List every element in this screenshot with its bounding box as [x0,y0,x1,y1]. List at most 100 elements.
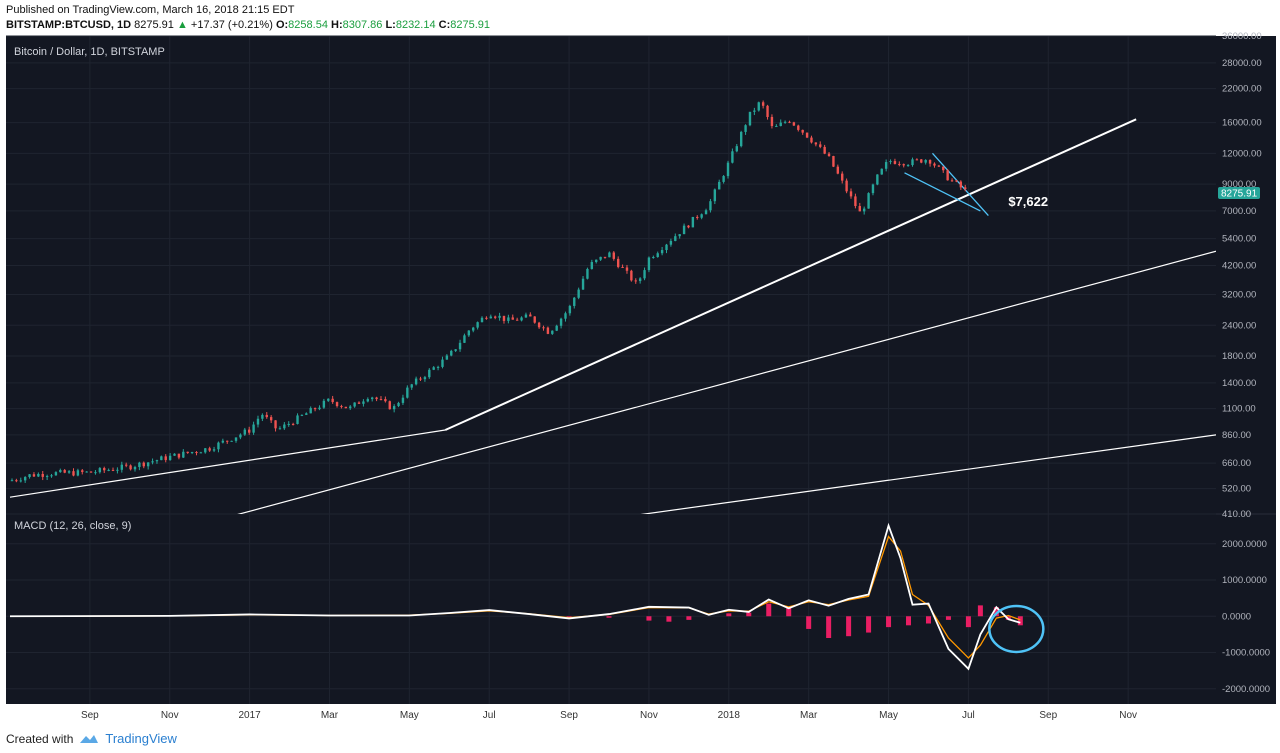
candle-body [599,256,602,260]
candle-body [349,406,352,409]
time-tick-label: 2017 [238,710,261,720]
candle-body [964,187,967,189]
candle-body [212,449,216,451]
candle-body [226,440,229,442]
candle-body [441,359,444,367]
price-tick-label: 520.00 [1222,484,1251,495]
time-tick-label: Sep [81,710,99,720]
candle-body [876,174,879,185]
candle-body [805,132,809,138]
candle-body [472,327,475,331]
candle-body [533,316,536,323]
candle-body [770,116,774,127]
candle-body [414,378,418,385]
price-tick-label: 16000.00 [1222,118,1262,129]
candle-body [173,453,176,456]
candle-body [937,165,941,167]
candle-body [577,289,580,298]
macd-line [9,522,1021,671]
candle-body [928,160,932,164]
candle-body [208,448,211,451]
macd-tick-label: 1000.0000 [1222,575,1267,586]
candle-body [665,244,668,251]
candle-body [893,161,897,164]
trendline [640,434,1216,514]
tradingview-brand[interactable]: TradingView [105,731,177,746]
candle-body [19,480,22,482]
macd-histogram-bar [746,612,752,617]
macd-histogram-bar [1017,616,1023,626]
candle-body [625,267,629,271]
price-tick-label: 5400.00 [1222,234,1256,245]
candle-body [520,317,523,321]
candle-body [419,378,422,380]
candle-body [871,184,875,194]
candle-body [340,406,343,408]
candle-body [744,125,747,132]
macd-histogram-bar [945,616,951,620]
candle-body [116,469,119,471]
chart-canvas[interactable]: 36000.00 28000.00 22000.00 16000.00 12000.00… [0,0,1280,720]
macd-tick-label: -2000.0000 [1222,684,1270,695]
trendline [9,429,446,498]
candle-body [753,110,756,112]
candle-body [120,464,124,470]
candle-body [669,240,673,245]
price-tick-label: 1100.00 [1222,404,1256,415]
candle-body [125,464,128,466]
candle-body [182,451,185,458]
candle-body [792,122,796,126]
candle-body [788,121,791,123]
candle-body [252,424,255,433]
candle-body [731,151,734,163]
candle-body [230,440,233,442]
candle-body [204,448,207,453]
candle-body [551,330,554,334]
macd-histogram-bar [826,616,832,638]
candle-body [568,305,572,314]
candle-body [344,406,348,409]
price-tick-label: 9000.00 [1222,179,1256,190]
candle-body [370,397,374,400]
candle-body [529,314,532,317]
candle-body [722,176,725,182]
candle-body [713,189,717,202]
candle-body [111,469,115,471]
candle-body [186,451,189,453]
candle-body [327,398,330,401]
candle-body [274,420,277,429]
macd-histogram-bar [646,616,652,621]
candle-body [704,210,708,215]
price-tick-label: 860.00 [1222,430,1251,441]
candle-body [489,316,492,319]
candle-body [718,181,721,190]
change-value: +17.37 (+0.21%) [190,19,273,31]
candle-body [687,225,690,228]
candle-body [841,173,844,181]
price-tick-label: 660.00 [1222,458,1251,469]
candle-body [709,201,712,211]
candle-body [634,280,637,282]
candle-body [507,317,510,321]
time-tick-label: Sep [560,710,578,720]
candle-body [353,402,356,407]
candle-body [748,111,752,126]
candle-body [10,480,14,482]
candle-body [133,467,137,470]
candle-body [906,165,910,167]
time-tick-label: Nov [640,710,658,720]
candle-body [537,322,541,328]
candle-body [959,181,963,188]
price-tick-label: 36000.00 [1222,31,1262,42]
candle-body [942,166,945,171]
time-tick-label: Sep [1039,710,1057,720]
candle-body [933,163,936,166]
candle-body [331,398,334,403]
candle-body [502,315,506,321]
candle-body [243,429,247,435]
candle-body [269,417,273,421]
candle-body [278,428,282,430]
candle-body [190,452,194,454]
candle-body [581,278,585,290]
macd-histogram-bar [866,616,872,633]
